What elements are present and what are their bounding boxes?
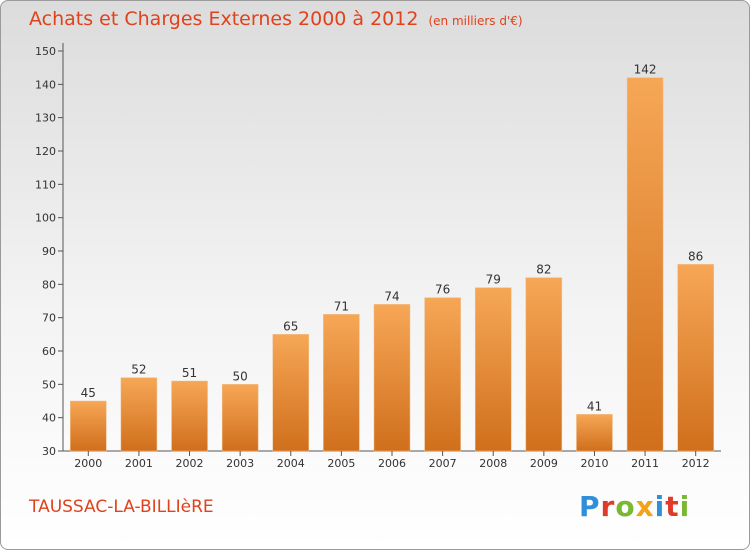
y-tick-label: 50 bbox=[42, 378, 56, 391]
y-tick-label: 130 bbox=[35, 112, 56, 125]
y-tick-label: 150 bbox=[35, 45, 56, 58]
bar bbox=[323, 314, 360, 452]
y-tick-label: 40 bbox=[42, 412, 56, 425]
bar-value-label: 142 bbox=[634, 63, 657, 77]
bar-value-label: 50 bbox=[233, 369, 248, 383]
chart-title-text: Achats et Charges Externes 2000 à 2012 bbox=[29, 8, 419, 30]
y-tick-label: 80 bbox=[42, 278, 56, 291]
x-tick-label: 2010 bbox=[580, 457, 608, 470]
bar bbox=[525, 277, 563, 452]
x-tick-label: 2003 bbox=[226, 457, 254, 470]
bar-value-label: 74 bbox=[384, 289, 399, 303]
x-tick-label: 2006 bbox=[378, 457, 406, 470]
bar bbox=[677, 264, 714, 452]
y-tick-label: 70 bbox=[42, 312, 56, 325]
bar-value-label: 82 bbox=[536, 263, 551, 277]
bar-value-label: 76 bbox=[435, 283, 450, 297]
bar bbox=[474, 287, 512, 452]
bar bbox=[626, 77, 664, 452]
x-tick-label: 2002 bbox=[176, 457, 204, 470]
bar bbox=[272, 334, 310, 452]
bar bbox=[424, 297, 461, 452]
bar bbox=[70, 400, 107, 452]
bar bbox=[576, 414, 613, 452]
x-tick-label: 2000 bbox=[74, 457, 102, 470]
bar-value-label: 52 bbox=[131, 363, 146, 377]
y-tick-label: 140 bbox=[35, 78, 56, 91]
bar bbox=[171, 380, 208, 452]
bar-value-label: 65 bbox=[283, 319, 298, 333]
x-tick-label: 2007 bbox=[429, 457, 457, 470]
y-tick-label: 60 bbox=[42, 345, 56, 358]
chart-title: Achats et Charges Externes 2000 à 2012 (e… bbox=[29, 8, 523, 30]
x-tick-label: 2009 bbox=[530, 457, 558, 470]
bar-value-label: 71 bbox=[334, 299, 349, 313]
x-tick-label: 2005 bbox=[327, 457, 355, 470]
chart-unit: (en milliers d'€) bbox=[428, 14, 523, 28]
bar-value-label: 45 bbox=[81, 386, 96, 400]
y-tick-label: 90 bbox=[42, 245, 56, 258]
bar-value-label: 51 bbox=[182, 366, 197, 380]
proxiti-logo: Proxiti bbox=[579, 490, 691, 523]
place-name: TAUSSAC-LA-BILLIèRE bbox=[29, 497, 214, 517]
x-tick-label: 2004 bbox=[277, 457, 305, 470]
y-tick-label: 30 bbox=[42, 445, 56, 458]
x-tick-label: 2012 bbox=[682, 457, 710, 470]
bar bbox=[120, 377, 158, 452]
y-tick-label: 120 bbox=[35, 145, 56, 158]
x-tick-label: 2008 bbox=[479, 457, 507, 470]
x-tick-label: 2011 bbox=[631, 457, 659, 470]
bar-value-label: 79 bbox=[486, 273, 501, 287]
y-tick-label: 110 bbox=[35, 178, 56, 191]
bar-value-label: 86 bbox=[688, 249, 703, 263]
y-tick-label: 100 bbox=[35, 212, 56, 225]
bar bbox=[373, 304, 411, 452]
x-tick-label: 2001 bbox=[125, 457, 153, 470]
bar bbox=[221, 384, 259, 452]
bar-value-label: 41 bbox=[587, 399, 602, 413]
